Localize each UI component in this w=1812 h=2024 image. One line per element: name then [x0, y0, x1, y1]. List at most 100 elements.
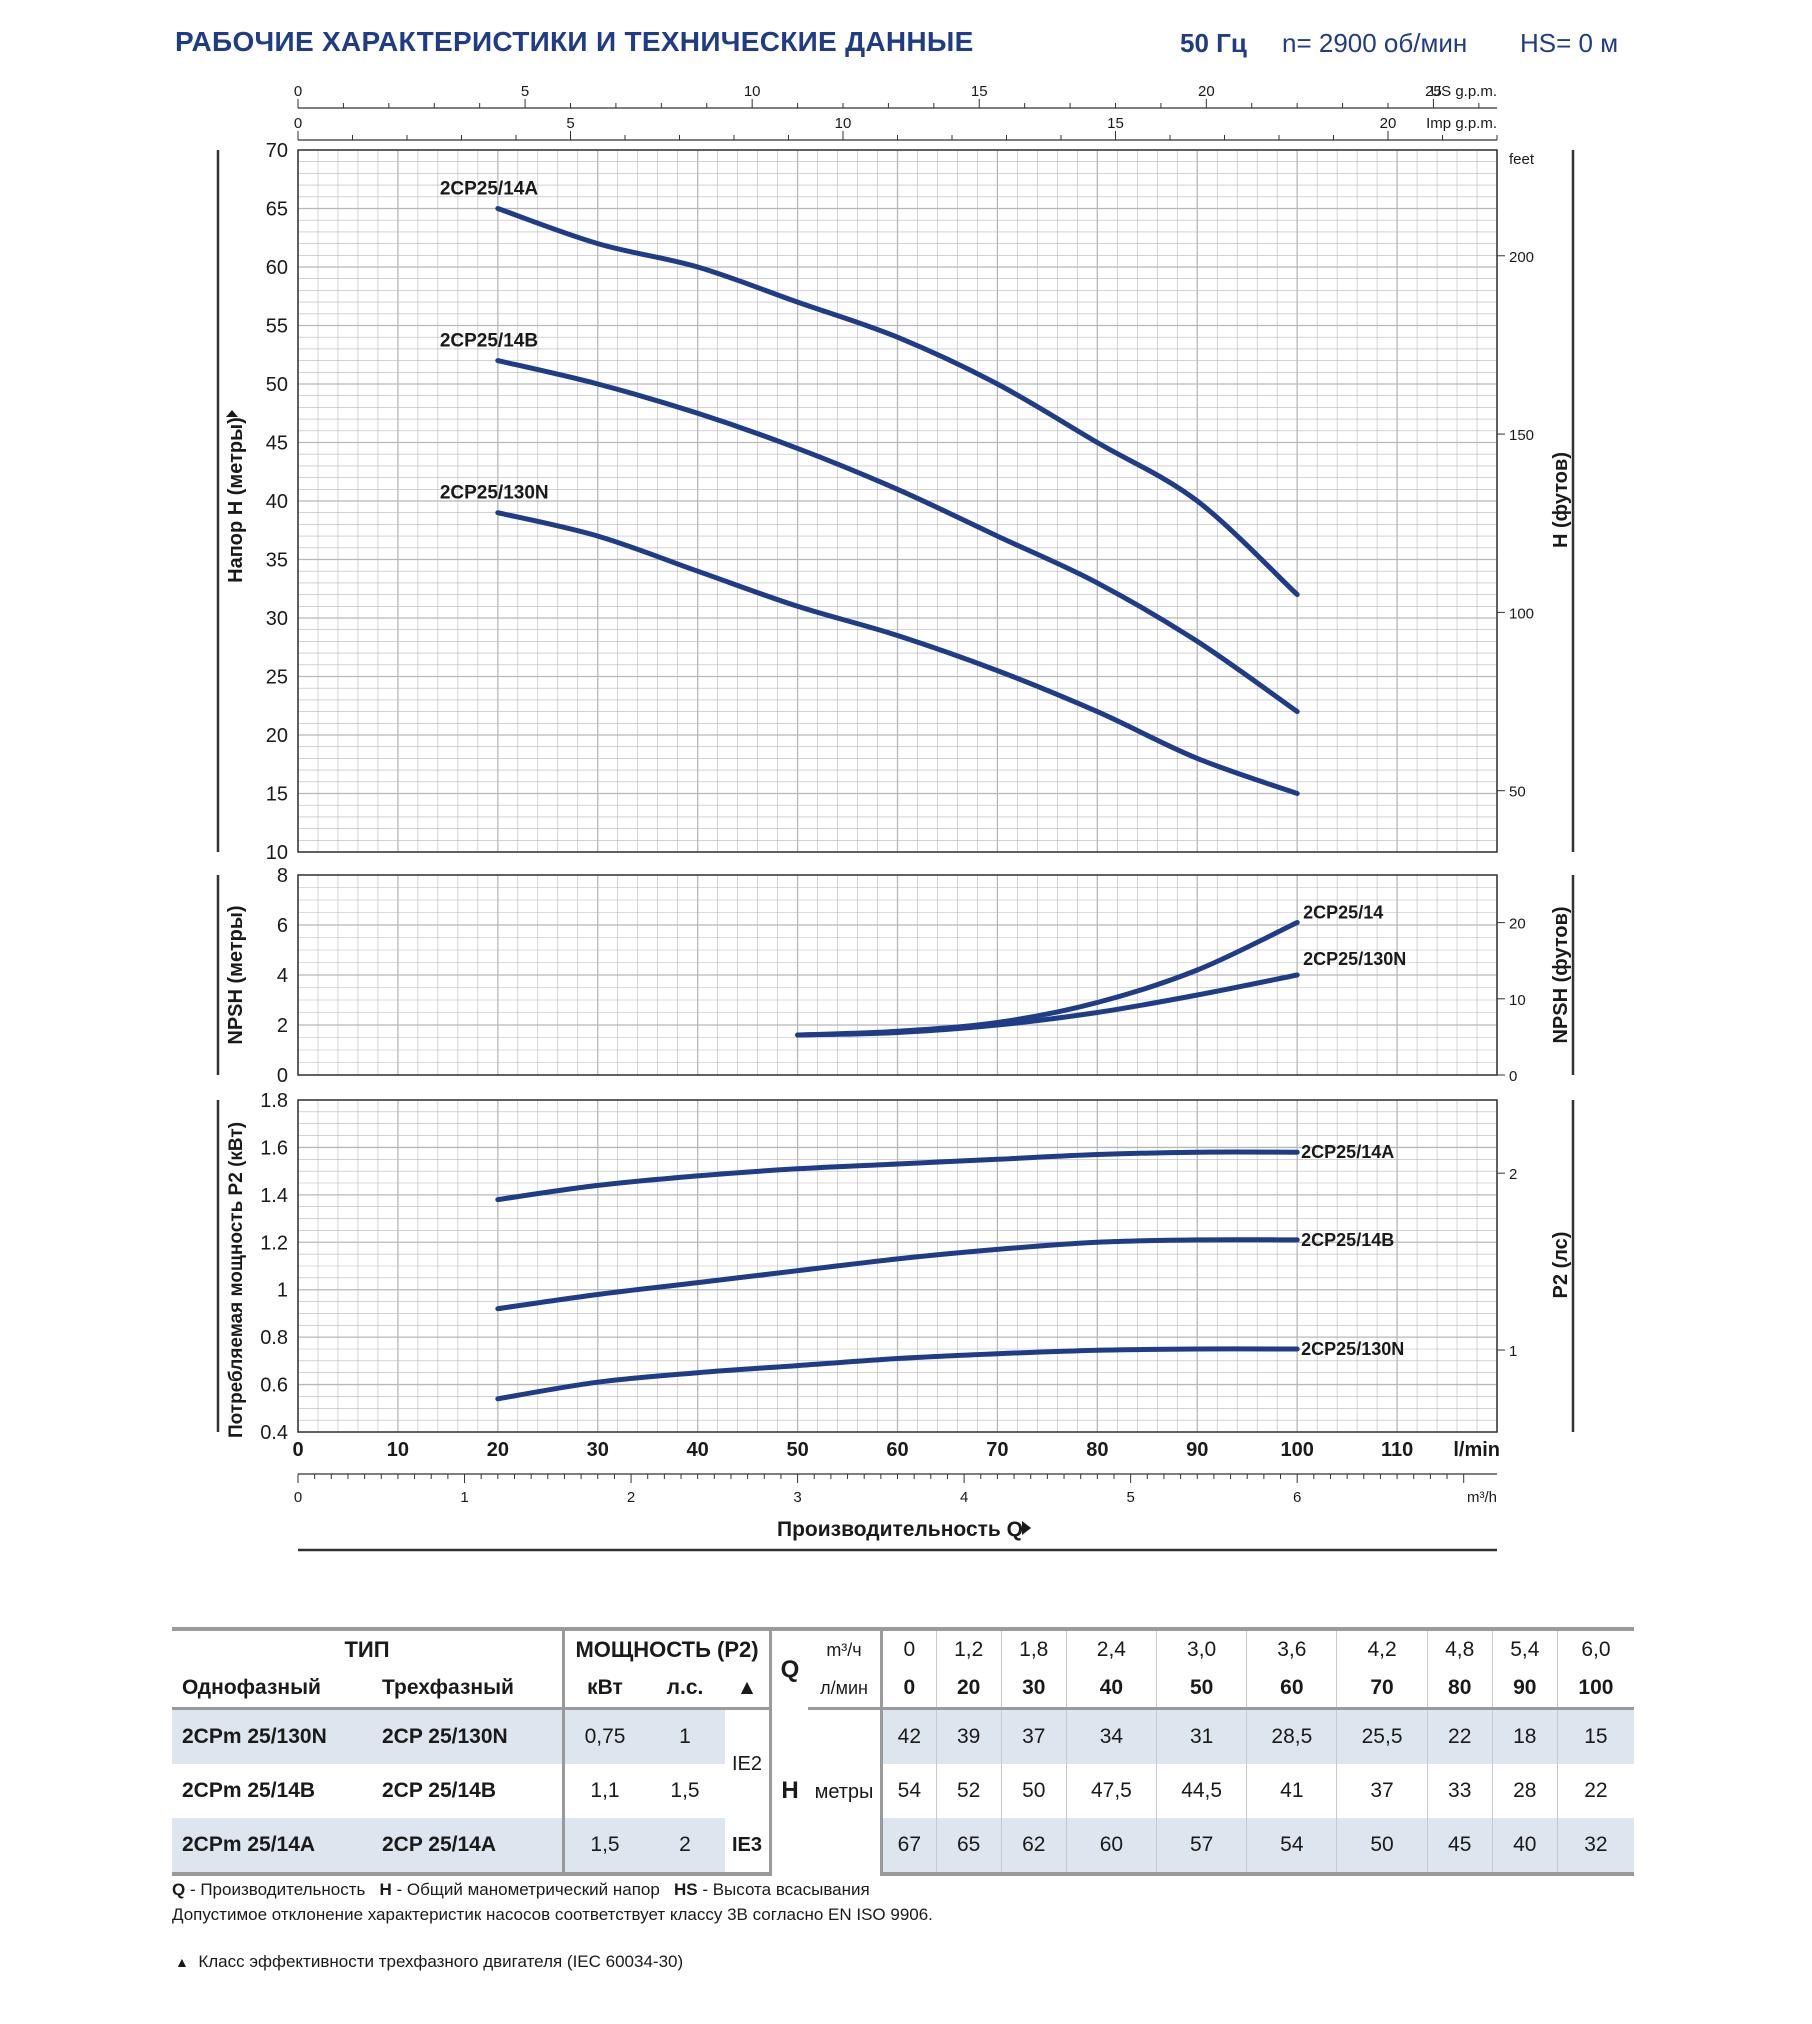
model-three-phase: 2CP 25/14A — [372, 1818, 565, 1876]
head-value: 52 — [936, 1764, 1002, 1818]
head-value: 28 — [1492, 1764, 1558, 1818]
y-tick-label: 40 — [266, 491, 288, 513]
x-tick-label: 50 — [786, 1439, 808, 1461]
x-tick-label: 30 — [587, 1439, 609, 1461]
q-lmin-cell: 70 — [1336, 1669, 1428, 1710]
y-tick-label: 25 — [266, 667, 288, 689]
head-value: 50 — [1001, 1764, 1067, 1818]
head-curve-label: 2CP25/130N — [440, 483, 549, 504]
power-curve — [495, 1346, 1300, 1402]
single-phase-header: Однофазный — [172, 1669, 372, 1710]
y-axis-title-right: H (футов) — [1550, 452, 1572, 548]
q-label: Q — [770, 1627, 808, 1709]
x-axis-unit: l/min — [1453, 1439, 1500, 1461]
q-m3h-cell: 1,2 — [936, 1627, 1002, 1669]
y-tick-label: 55 — [266, 316, 288, 338]
head-value: 44,5 — [1156, 1764, 1248, 1818]
y-tick-label: 15 — [266, 784, 288, 806]
head-value: 41 — [1246, 1764, 1338, 1818]
q-m3h-cell: 5,4 — [1492, 1627, 1558, 1669]
q-m3h-cell: 2,4 — [1066, 1627, 1158, 1669]
head-value: 39 — [936, 1708, 1002, 1764]
x-tick-label: 100 — [1280, 1439, 1313, 1461]
q-unit-m3h: m³/ч — [808, 1627, 883, 1669]
y-tick-label: 35 — [266, 550, 288, 572]
head-value: 60 — [1066, 1818, 1158, 1876]
y-tick-label: 0.4 — [260, 1422, 288, 1444]
q-lmin-cell: 90 — [1492, 1669, 1558, 1710]
x-tick-label: 110 — [1381, 1439, 1413, 1461]
y-tick-label: 4 — [277, 965, 288, 987]
top-axis-tick-label: 20 — [1198, 83, 1215, 100]
head-value: 28,5 — [1246, 1708, 1338, 1764]
plot-frame — [297, 1099, 1498, 1433]
speed-label: n= 2900 об/мин — [1282, 28, 1468, 58]
y-tick-label: 50 — [266, 374, 288, 396]
top-axis-tick-label: 5 — [521, 83, 529, 100]
q-m3h-cell: 3,6 — [1246, 1627, 1338, 1669]
tolerance-note: Допустимое отклонение характеристик насо… — [172, 1905, 933, 1924]
right-axis-unit: feet — [1509, 151, 1535, 168]
x-tick-label: 60 — [886, 1439, 908, 1461]
efficiency-note: ▲ Класс эффективности трехфазного двигат… — [175, 1952, 683, 1972]
triangle-icon: ▲ — [175, 1954, 189, 1970]
q-unit-lmin: л/мин — [808, 1669, 883, 1710]
model-single-phase: 2CPm 25/14B — [182, 1779, 316, 1802]
chart-grid — [297, 149, 1498, 853]
power-curve-label: 2CP25/14B — [1301, 1230, 1394, 1250]
x-axis2-tick-label: 5 — [1126, 1489, 1134, 1506]
model-three-phase: 2CP 25/14B — [372, 1764, 565, 1818]
right-axis-tick-label: 10 — [1509, 992, 1526, 1009]
q-desc: - Производительность — [185, 1880, 366, 1899]
right-axis-tick-label: 0 — [1509, 1068, 1517, 1085]
y-tick-label: 6 — [277, 915, 288, 937]
top-axis-tick-label: 10 — [744, 83, 761, 100]
q-m3h-cell: 1,8 — [1001, 1627, 1067, 1669]
right-axis-tick-label: 2 — [1509, 1166, 1517, 1183]
head-value: 42 — [881, 1708, 937, 1764]
top-axis-tick-label: 0 — [294, 83, 302, 100]
y-tick-label: 65 — [266, 199, 288, 221]
kw-header: кВт — [563, 1669, 645, 1710]
h-label: H — [781, 1777, 799, 1805]
q-lmin-cell: 80 — [1427, 1669, 1493, 1710]
npsh-curve-label: 2CP25/130N — [1303, 949, 1406, 969]
x-axis2-tick-label: 0 — [294, 1489, 302, 1506]
head-value: 47,5 — [1066, 1764, 1158, 1818]
right-axis-tick-label: 50 — [1509, 784, 1526, 801]
type-header: ТИП — [172, 1627, 565, 1669]
x-axis2-tick-label: 2 — [627, 1489, 635, 1506]
right-axis-tick-label: 20 — [1509, 916, 1526, 933]
head-value: 37 — [1001, 1708, 1067, 1764]
head-value: 37 — [1336, 1764, 1428, 1818]
y-axis-title: Потребляемая мощность P2 (кВт) — [226, 1122, 247, 1438]
q-lmin-cell: 30 — [1001, 1669, 1067, 1710]
performance-table: ТИП МОЩНОСТЬ (P2) Q m³/ч 0 1,2 1,8 2,4 3… — [172, 1627, 1634, 1876]
chart-grid — [297, 874, 1498, 1076]
y-axis-title-right: P2 (лс) — [1550, 1232, 1572, 1299]
y-tick-label: 1.8 — [260, 1090, 288, 1112]
y-tick-label: 70 — [266, 140, 288, 162]
model-three-phase: 2CP 25/130N — [372, 1708, 565, 1764]
model-single-phase: 2CPm 25/130N — [172, 1708, 372, 1764]
head-value: 18 — [1492, 1708, 1558, 1764]
plot-frame — [297, 874, 1498, 1076]
q-lmin-cell: 100 — [1557, 1669, 1634, 1710]
x-tick-label: 80 — [1086, 1439, 1108, 1461]
top-axis-tick-label: 25 — [1425, 83, 1442, 100]
q-lmin-cell: 20 — [936, 1669, 1002, 1710]
model-single-phase: 2CPm 25/14A — [172, 1818, 372, 1876]
arrow-up-icon — [226, 410, 238, 417]
y-tick-label: 0 — [277, 1065, 288, 1087]
y-tick-label: 60 — [266, 257, 288, 279]
q-m3h-cell: 6,0 — [1557, 1627, 1634, 1669]
arrow-right-icon — [1022, 1521, 1031, 1535]
top-axis-tick-label: 5 — [566, 115, 574, 132]
head-curve-2cp25/14b — [495, 358, 1300, 715]
q-lmin-cell: 0 — [881, 1669, 937, 1710]
page-title: РАБОЧИЕ ХАРАКТЕРИСТИКИ И ТЕХНИЧЕСКИЕ ДАН… — [175, 26, 974, 57]
top-axis-tick-label: 15 — [1107, 115, 1124, 132]
power-curve — [495, 1149, 1300, 1203]
hs-abbr: HS — [673, 1880, 698, 1899]
q-m3h-cell: 4,8 — [1427, 1627, 1493, 1669]
